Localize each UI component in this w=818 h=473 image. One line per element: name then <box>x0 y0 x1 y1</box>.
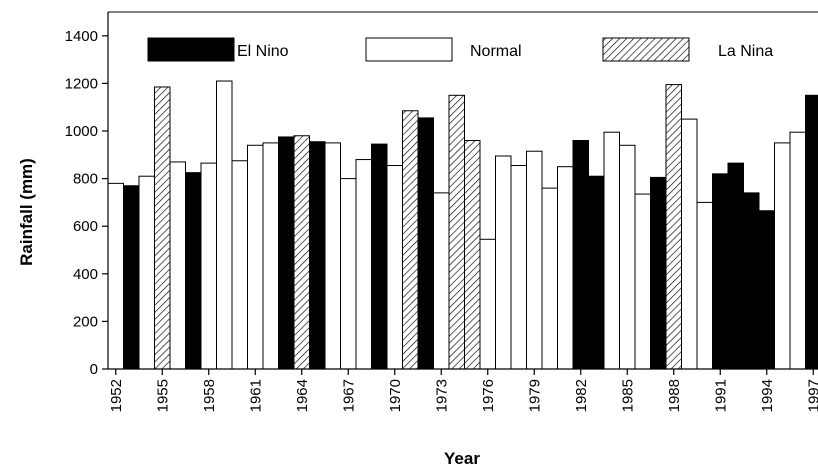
x-tick-label: 1970 <box>387 379 404 412</box>
bar-1955-la-nina <box>154 86 171 370</box>
bar-1976-normal <box>479 238 496 370</box>
bar-1968-normal <box>355 159 372 370</box>
bar-1979-normal <box>526 150 543 370</box>
x-tick-label: 1982 <box>573 379 590 412</box>
y-tick-label: 400 <box>73 266 98 283</box>
bar-1990-normal <box>696 201 713 370</box>
x-tick-label: 1973 <box>433 379 450 412</box>
x-tick-label: 1976 <box>480 379 497 412</box>
bar-1997-el-nino <box>805 94 818 370</box>
bar-1983-el-nino <box>588 175 605 370</box>
bar-1994-el-nino <box>758 210 775 370</box>
legend-swatch-el-nino <box>147 37 235 62</box>
bar-1972-el-nino <box>417 117 434 370</box>
bar-1953-el-nino <box>123 185 140 370</box>
bar-1964-la-nina <box>293 135 310 370</box>
bars-group <box>107 80 818 370</box>
bar-1996-normal <box>789 131 806 370</box>
x-tick-label: 1955 <box>154 379 171 412</box>
x-tick-label: 1952 <box>108 379 125 412</box>
bar-1954-normal <box>138 175 155 370</box>
y-tick-label: 1400 <box>65 28 98 45</box>
bar-1967-normal <box>340 178 357 370</box>
bar-1978-normal <box>510 165 527 370</box>
legend-label-normal: Normal <box>470 43 522 60</box>
bar-1995-normal <box>774 142 791 370</box>
bar-1985-normal <box>619 144 636 370</box>
bar-1992-el-nino <box>727 162 744 370</box>
x-tick-label: 1997 <box>805 379 818 412</box>
bar-1982-el-nino <box>572 140 589 370</box>
y-axis-title: Rainfall (mm) <box>17 158 36 266</box>
bar-1958-normal <box>200 162 217 370</box>
x-tick-label: 1958 <box>201 379 218 412</box>
bar-1977-normal <box>495 155 512 370</box>
bar-1975-la-nina <box>464 140 481 370</box>
x-ticks-group: 1952 1955 1958 1961 1964 1967 1970 1973 1976 1979… <box>108 369 818 412</box>
x-tick-label: 1988 <box>666 379 683 412</box>
y-ticks-group: 0 200 400 600 800 1000 1200 1400 <box>65 28 108 378</box>
legend-label-la-nina: La Nina <box>718 43 773 60</box>
x-axis-title: Year <box>444 449 480 468</box>
bar-1966-normal <box>324 142 341 370</box>
bar-1956-normal <box>169 161 186 370</box>
y-tick-label: 800 <box>73 171 98 188</box>
bar-1957-el-nino <box>185 172 202 370</box>
legend-swatch-la-nina <box>602 37 690 62</box>
bar-1961-normal <box>247 144 264 370</box>
bar-1989-normal <box>681 118 698 370</box>
x-tick-label: 1985 <box>619 379 636 412</box>
legend: El Nino Normal La Nina <box>147 37 773 62</box>
bar-1984-normal <box>603 131 620 370</box>
x-tick-label: 1991 <box>712 379 729 412</box>
y-tick-label: 1200 <box>65 75 98 92</box>
bar-1974-la-nina <box>448 94 465 370</box>
x-tick-label: 1994 <box>759 379 776 412</box>
bar-1980-normal <box>541 187 558 370</box>
y-tick-label: 600 <box>73 218 98 235</box>
bar-1973-normal <box>433 192 450 370</box>
bar-1970-normal <box>386 165 403 370</box>
x-tick-label: 1964 <box>294 379 311 412</box>
x-tick-label: 1967 <box>340 379 357 412</box>
bar-1993-el-nino <box>743 192 760 370</box>
bar-1988-la-nina <box>665 84 682 370</box>
legend-label-el-nino: El Nino <box>237 43 289 60</box>
y-tick-label: 1000 <box>65 123 98 140</box>
bar-1981-normal <box>557 166 574 370</box>
bar-1986-normal <box>634 193 651 370</box>
bar-1969-el-nino <box>371 143 388 370</box>
y-tick-label: 200 <box>73 313 98 330</box>
x-tick-label: 1961 <box>247 379 264 412</box>
x-tick-label: 1979 <box>526 379 543 412</box>
bar-1960-normal <box>231 160 248 370</box>
bar-1963-el-nino <box>278 136 295 370</box>
bar-1971-la-nina <box>402 110 419 370</box>
bar-1959-normal <box>216 80 233 370</box>
bar-1962-normal <box>262 142 279 370</box>
bar-1991-el-nino <box>712 173 729 370</box>
axes-group <box>107 11 818 370</box>
bar-1987-el-nino <box>650 176 667 370</box>
y-tick-label: 0 <box>90 361 98 378</box>
bar-1952-normal <box>107 182 124 370</box>
legend-swatch-normal <box>365 37 453 62</box>
bar-1965-el-nino <box>309 141 326 370</box>
